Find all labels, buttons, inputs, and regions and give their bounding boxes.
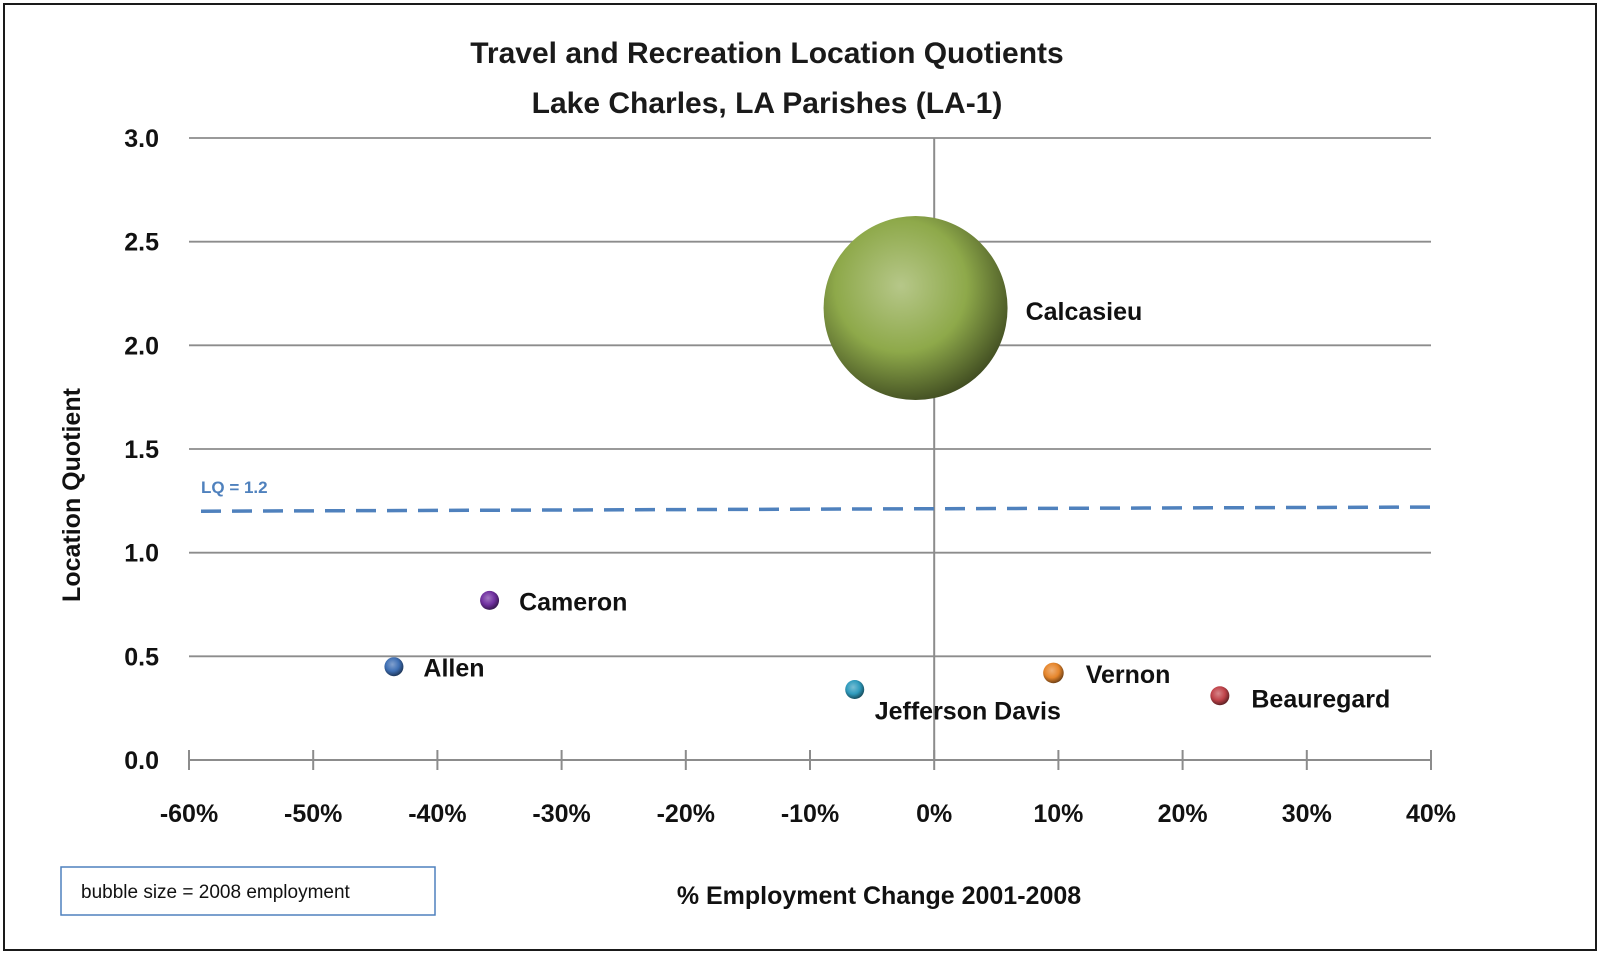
chart-frame: Travel and Recreation Location Quotients… [3, 3, 1597, 951]
x-tick-label: 20% [1158, 800, 1208, 828]
bubble-calcasieu [823, 216, 1008, 401]
x-tick-label: -40% [408, 800, 466, 828]
y-tick-labels: 0.0 0.5 1.0 1.5 2.0 2.5 3.0 [124, 125, 159, 775]
bubble-label: Beauregard [1251, 686, 1390, 714]
reference-line-group: LQ = 1.2 [200, 478, 1438, 513]
reference-line-label: LQ = 1.2 [201, 478, 268, 497]
x-tick-label: 10% [1033, 800, 1083, 828]
bubble-allen [384, 657, 404, 677]
y-tick-label: 2.0 [124, 332, 159, 360]
axes [188, 138, 1432, 770]
bubble-label: Vernon [1086, 661, 1171, 689]
bubble-cameron [480, 590, 500, 610]
y-tick-label: 0.5 [124, 643, 159, 671]
bubble-labels: Calcasieu Cameron Allen Jefferson Davis Vern… [423, 298, 1390, 725]
size-note-text: bubble size = 2008 employment [81, 882, 351, 903]
size-note-box: bubble size = 2008 employment [60, 866, 436, 916]
gridlines [189, 137, 1431, 658]
x-tick-label: 0% [916, 800, 952, 828]
x-tick-label: -10% [781, 800, 839, 828]
bubble-label: Calcasieu [1026, 298, 1143, 326]
bubble-label: Allen [423, 655, 484, 683]
bubble-vernon [1043, 662, 1064, 684]
bubble-label: Cameron [519, 588, 627, 616]
bubbles [384, 216, 1230, 706]
y-tick-label: 1.0 [124, 540, 159, 568]
y-tick-label: 3.0 [124, 125, 159, 153]
x-tick-label: 40% [1406, 800, 1456, 828]
bubble-jefferson-davis [845, 680, 865, 700]
bubble-label: Jefferson Davis [875, 698, 1061, 726]
chart-subtitle: Lake Charles, LA Parishes (LA-1) [532, 87, 1003, 120]
x-tick-label: 30% [1282, 800, 1332, 828]
y-tick-label: 0.0 [124, 747, 159, 775]
x-tick-label: -20% [657, 800, 715, 828]
x-tick-labels: -60% -50% -40% -30% -20% -10% 0% 10% 20% 30% 40% [160, 800, 1456, 828]
x-axis-title: % Employment Change 2001-2008 [677, 882, 1081, 910]
y-axis-title: Location Quotient [58, 387, 86, 602]
y-tick-label: 2.5 [124, 229, 159, 257]
x-tick-label: -60% [160, 800, 218, 828]
x-tick-label: -50% [284, 800, 342, 828]
reference-line-lq [200, 505, 1438, 513]
x-tick-label: -30% [532, 800, 590, 828]
y-tick-label: 1.5 [124, 436, 159, 464]
bubble-chart: Travel and Recreation Location Quotients… [58, 37, 1456, 916]
bubble-beauregard [1210, 686, 1230, 706]
chart-title: Travel and Recreation Location Quotients [470, 37, 1063, 70]
